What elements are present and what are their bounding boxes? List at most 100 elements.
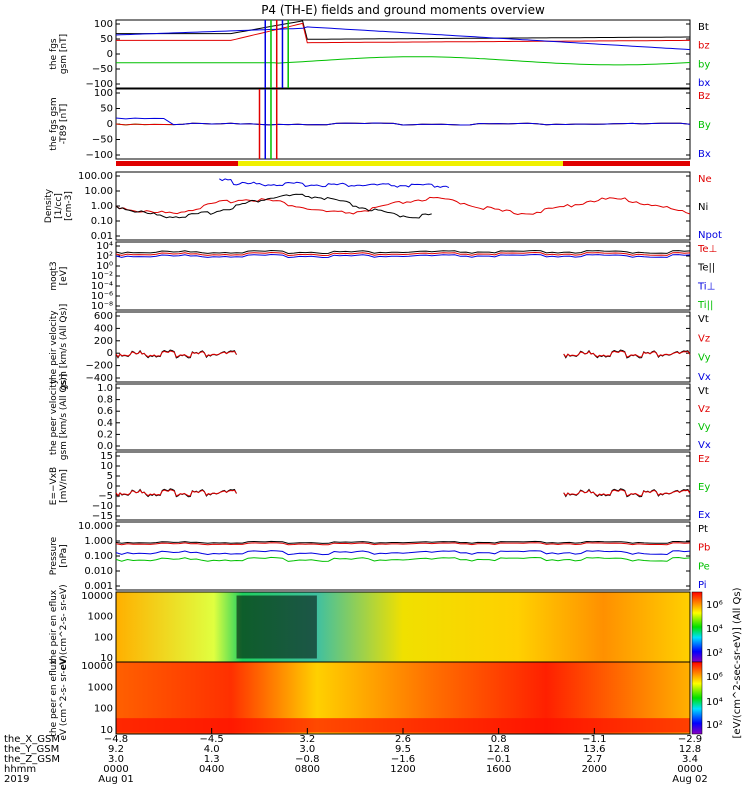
- x-row-value: 3.4: [682, 754, 698, 765]
- y-tick-label: 0: [107, 119, 113, 130]
- y-tick-label: 0.01: [91, 231, 113, 242]
- legend-entry: Vy: [698, 353, 711, 364]
- y-tick-label: 5: [107, 471, 113, 482]
- y-axis-label-line: the peer velocity: [49, 378, 59, 455]
- y-axis-label: Pressure [nPa]: [49, 536, 69, 575]
- series-segment-right-red: [563, 489, 691, 497]
- panel-fgs-gsm-dip: 100 50 0 −50 −100 the fgs gsm -T89 [nT] Bz By Bx: [49, 88, 711, 161]
- y-tick-label: 100: [94, 19, 113, 30]
- y-axis-label-line: eV (cm^2-s- sr-eV): [59, 655, 69, 740]
- y-axis-label-line: [mV/m]: [59, 469, 69, 503]
- x-row-value: 9.5: [395, 744, 411, 755]
- x-row-value: 3.0: [299, 744, 315, 755]
- legend-entry: Vz: [698, 333, 710, 344]
- legend-entry: Bz: [698, 91, 710, 102]
- y-tick-label: 0.010: [84, 566, 113, 577]
- y-axis-label-line: gsm [km/s (All Qs)]: [59, 304, 69, 390]
- series-Ne: [115, 196, 691, 216]
- y-axis-label-line: [nPa]: [59, 544, 69, 567]
- x-row-value: 1200: [390, 764, 415, 775]
- y-tick-label: 100: [94, 632, 113, 643]
- y-axis-label-line: [cm-3]: [64, 191, 74, 221]
- series-Pb: [115, 542, 691, 546]
- x-row-value: 9.2: [108, 744, 124, 755]
- y-tick-label: 10⁻⁶: [91, 291, 113, 302]
- x-row-value: 3.2: [299, 734, 315, 745]
- y-tick-label: 1.0: [97, 383, 113, 394]
- panel-frame: [115, 19, 691, 89]
- legend-entry: Ey: [698, 482, 710, 493]
- series-Pt: [115, 540, 691, 544]
- y-tick-label: 50: [100, 34, 113, 45]
- y-tick-label: 10: [100, 653, 113, 664]
- x-row-value: 0800: [295, 764, 320, 775]
- series-Ni: [115, 193, 432, 219]
- y-axis-label-line: Pressure: [49, 536, 59, 575]
- x-row-value: −1.6: [391, 754, 415, 765]
- y-tick-label: 600: [94, 311, 113, 322]
- y-axis-label-line: the peir en eflux: [49, 589, 59, 664]
- legend-entry: Ez: [698, 454, 710, 465]
- x-row-value: 0000: [103, 764, 128, 775]
- panel-frame: [115, 383, 691, 451]
- y-tick-label: −10: [92, 501, 113, 512]
- y-tick-label: −200: [86, 361, 113, 372]
- x-row-value: 0000: [677, 764, 702, 775]
- series-Bx: [115, 117, 691, 126]
- x-row-label: the_X_GSM: [4, 734, 60, 745]
- legend-entry: Ne: [698, 174, 712, 185]
- y-tick-label: 0.2: [97, 429, 113, 440]
- y-axis-label-line: eV (cm^2-s- sr-eV): [59, 584, 69, 669]
- y-axis-label: the peer velocity gsm [km/s (All Qs)]: [49, 374, 69, 460]
- y-axis-label-line: the peer en eflux: [49, 659, 59, 737]
- y-tick-label: −100: [86, 79, 113, 90]
- series-Tepar: [115, 249, 691, 255]
- y-tick-label: 10⁰: [96, 261, 113, 272]
- x-row-value: 12.8: [488, 744, 510, 755]
- legend-entry: Bt: [698, 22, 709, 33]
- x-row-value: −2.9: [678, 734, 702, 745]
- colorbar-gradient-top: [691, 591, 703, 663]
- legend-entry: Vy: [698, 422, 711, 433]
- colorbar-tick-3: 10²: [706, 648, 723, 659]
- series-segment-right-red: [563, 350, 691, 358]
- panel-peer-spec: 10000 1000 100 10 the peer en eflux eV (cm^2-…: [49, 655, 691, 741]
- y-tick-label: 0.10: [91, 216, 113, 227]
- y-axis-label: E=−VxB [mV/m]: [49, 467, 69, 505]
- x-date-end: Aug 02: [672, 774, 707, 785]
- y-tick-label: 10⁻⁸: [91, 301, 113, 312]
- legend-entry: Ex: [698, 510, 710, 521]
- x-row-value: 2.7: [586, 754, 602, 765]
- legend-entry: Npot: [698, 230, 722, 241]
- y-tick-label: 0: [107, 481, 113, 492]
- y-tick-label: 10²: [96, 251, 113, 262]
- panel-peer-velocity: 1.00.80.60.40.20.0 the peer velocity gsm […: [49, 374, 711, 460]
- y-axis-label-line: moqt3: [49, 261, 59, 290]
- y-tick-label: 50: [100, 104, 113, 115]
- y-tick-label: −50: [92, 64, 113, 75]
- y-tick-label: −5: [98, 491, 113, 502]
- legend-entry: Pi: [698, 580, 707, 591]
- legend-entry: Pe: [698, 561, 710, 572]
- y-axis-label: the fgs gsm [nT]: [49, 34, 69, 74]
- legend-entry: bz: [698, 41, 710, 52]
- orbit-bar-yellow: [238, 161, 563, 166]
- series-bx: [115, 26, 691, 51]
- y-axis-label-line: [eV]: [59, 267, 69, 286]
- y-tick-label: 1.00: [91, 201, 113, 212]
- y-tick-label: 10⁻⁴: [91, 281, 113, 292]
- y-tick-label: 10000: [81, 591, 113, 602]
- y-axis-label-line: Density: [44, 188, 54, 223]
- x-row-value: −0.1: [487, 754, 511, 765]
- figure-title: P4 (TH-E) fields and ground moments over…: [261, 3, 545, 17]
- y-tick-label: 0.001: [84, 581, 113, 592]
- y-tick-label: −50: [92, 135, 113, 146]
- panel-frame: [115, 451, 691, 521]
- y-tick-label: 0: [107, 348, 113, 359]
- y-tick-label: 10000: [81, 661, 113, 672]
- legend-entry: Ni: [698, 202, 708, 213]
- legend-entry: By: [698, 120, 711, 131]
